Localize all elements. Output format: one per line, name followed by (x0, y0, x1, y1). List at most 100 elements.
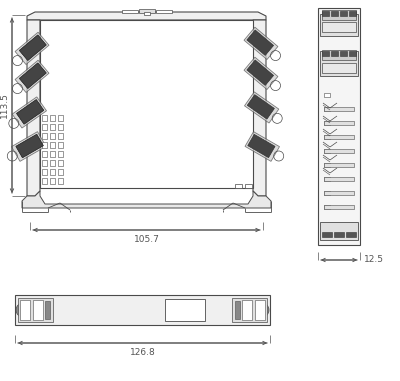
Bar (42, 160, 47, 166)
Bar (58, 160, 63, 166)
Circle shape (32, 303, 46, 317)
Bar (324, 121, 354, 125)
Polygon shape (22, 191, 271, 208)
Polygon shape (244, 92, 279, 123)
Bar (346, 232, 356, 237)
Bar (322, 51, 329, 56)
Circle shape (242, 306, 250, 314)
Polygon shape (27, 20, 40, 196)
Bar (320, 51, 358, 76)
Polygon shape (16, 134, 43, 158)
Bar (322, 11, 329, 16)
Bar (50, 115, 55, 121)
Circle shape (258, 306, 266, 314)
Bar (324, 163, 330, 167)
Bar (42, 115, 47, 121)
Bar (235, 301, 240, 319)
Bar (324, 93, 330, 97)
Polygon shape (245, 132, 280, 162)
Bar (322, 232, 332, 237)
Bar (122, 10, 138, 13)
Bar (58, 178, 63, 184)
Bar (58, 142, 63, 148)
Bar (349, 11, 356, 16)
Bar (58, 133, 63, 139)
Bar (50, 178, 55, 184)
Bar (324, 135, 330, 139)
Bar (324, 149, 354, 153)
Polygon shape (20, 35, 46, 61)
Bar (322, 50, 356, 60)
Bar (322, 63, 356, 73)
Bar (20, 300, 30, 320)
Polygon shape (247, 60, 274, 85)
Bar (324, 163, 354, 167)
Bar (156, 10, 172, 13)
Polygon shape (15, 60, 49, 93)
Polygon shape (17, 100, 44, 124)
Bar (58, 151, 63, 157)
Bar (50, 151, 55, 157)
Bar (255, 300, 265, 320)
Bar (42, 178, 47, 184)
Bar (58, 124, 63, 130)
Polygon shape (244, 57, 278, 90)
Bar (349, 51, 356, 56)
Bar (324, 205, 330, 209)
Bar (232, 298, 267, 322)
Bar (324, 135, 354, 139)
Bar (318, 8, 360, 245)
Bar (324, 149, 330, 153)
Bar (324, 121, 330, 125)
Bar (50, 133, 55, 139)
Circle shape (239, 303, 253, 317)
Bar (42, 169, 47, 175)
Circle shape (19, 306, 27, 314)
Polygon shape (12, 97, 46, 128)
Bar (165, 299, 205, 321)
Bar (245, 184, 252, 188)
Bar (58, 115, 63, 121)
Bar (324, 191, 354, 195)
Text: 105.7: 105.7 (134, 235, 160, 244)
Circle shape (35, 306, 43, 314)
Bar (324, 107, 354, 111)
Polygon shape (20, 63, 46, 88)
Bar (45, 301, 50, 319)
Polygon shape (20, 63, 46, 88)
Bar (324, 177, 354, 181)
Bar (235, 184, 242, 188)
Polygon shape (16, 134, 43, 158)
Bar (15, 295, 270, 325)
Polygon shape (15, 32, 49, 64)
Bar (50, 169, 55, 175)
Bar (33, 300, 43, 320)
Bar (324, 177, 330, 181)
Bar (322, 10, 356, 20)
Bar (322, 22, 356, 32)
Text: 126.8: 126.8 (130, 348, 155, 357)
Bar (334, 232, 344, 237)
Polygon shape (12, 132, 46, 162)
Bar (242, 300, 252, 320)
Bar (42, 151, 47, 157)
Bar (324, 191, 330, 195)
Bar (320, 14, 358, 36)
Bar (58, 169, 63, 175)
Bar (331, 11, 338, 16)
Bar (324, 107, 330, 111)
Polygon shape (247, 94, 274, 119)
Bar (42, 124, 47, 130)
Bar (42, 142, 47, 148)
Circle shape (16, 303, 30, 317)
Text: 113.5: 113.5 (0, 93, 9, 118)
Polygon shape (244, 27, 278, 59)
Polygon shape (247, 30, 274, 55)
Polygon shape (27, 12, 266, 20)
Bar (50, 124, 55, 130)
Polygon shape (20, 35, 46, 61)
Polygon shape (253, 20, 266, 196)
Bar (138, 9, 154, 13)
Text: 12.5: 12.5 (364, 256, 384, 264)
Bar (42, 133, 47, 139)
